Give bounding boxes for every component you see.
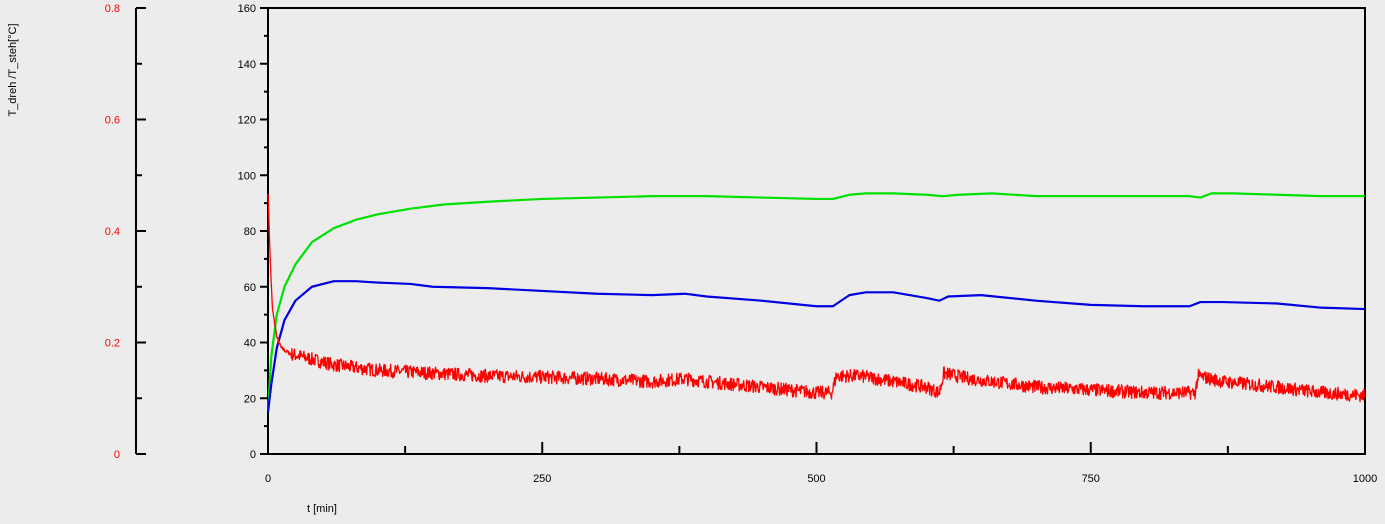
y-tick-label: 20 — [244, 393, 256, 405]
y-tick-label: 0 — [250, 449, 256, 461]
y-tick-label: 140 — [238, 59, 256, 71]
y2-tick-label: 0.4 — [105, 226, 120, 238]
x-tick-label: 500 — [807, 473, 825, 485]
series-line-2 — [266, 280, 1366, 413]
x-tick-label: 750 — [1082, 473, 1100, 485]
y-tick-label: 60 — [244, 282, 256, 294]
x-tick-label: 250 — [533, 473, 551, 485]
series-group — [266, 192, 1366, 413]
x-tick-label: 0 — [265, 473, 271, 485]
x-axis-label: t [min] — [307, 503, 337, 515]
y-tick-label: 80 — [244, 226, 256, 238]
x-tick-label: 1000 — [1353, 473, 1377, 485]
y2-tick-label: 0.6 — [105, 115, 120, 127]
series-line-3 — [267, 193, 1366, 403]
y-tick-label: 100 — [238, 170, 256, 182]
y2-tick-label: 0 — [114, 449, 120, 461]
y-axis-label: T_dreh /T_steh[°C] — [7, 23, 19, 116]
y2-tick-label: 0.8 — [105, 3, 120, 15]
y2-tick-label: 0.2 — [105, 338, 120, 350]
series-line-1 — [266, 192, 1365, 413]
axis-group: 0 250 500 750 1000 0 20 40 60 80 100 120 140 160 0 0.2 0… — [105, 3, 1378, 485]
y-tick-label: 40 — [244, 338, 256, 350]
y-tick-label: 160 — [238, 3, 256, 15]
y-tick-label: 120 — [238, 115, 256, 127]
